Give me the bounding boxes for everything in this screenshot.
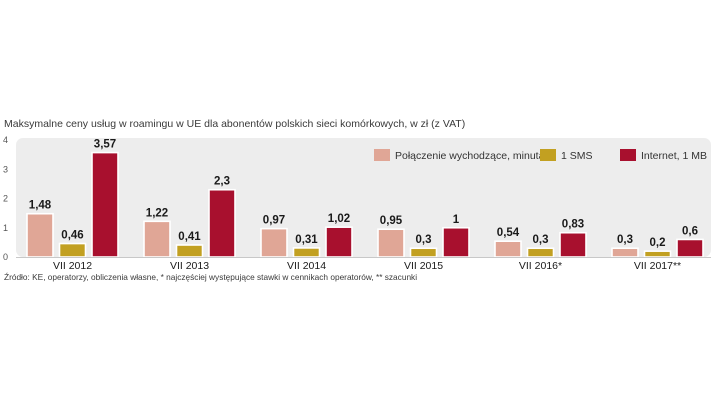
- legend-swatch-1: [374, 149, 390, 161]
- legend-label-2: 1 SMS: [561, 150, 593, 162]
- y-tick-label: 2: [3, 194, 8, 204]
- bar-value-label: 0,3: [416, 234, 432, 246]
- x-category-label: VII 2012: [53, 260, 92, 272]
- x-category-label: VII 2015: [404, 260, 443, 272]
- y-tick-label: 0: [3, 252, 8, 262]
- x-category-label: VII 2016*: [519, 260, 562, 272]
- bar-2: [409, 247, 438, 258]
- bar-3: [676, 238, 704, 258]
- bar-value-label: 1: [453, 214, 460, 226]
- bar-value-label: 0,54: [497, 227, 520, 239]
- bar-value-label: 0,2: [650, 237, 666, 249]
- bar-2: [526, 247, 555, 258]
- legend-label-3: Internet, 1 MB: [641, 150, 707, 162]
- bar-value-label: 1,48: [29, 200, 52, 212]
- bar-3: [442, 226, 470, 258]
- chart-title: Maksymalne ceny usług w roamingu w UE dl…: [4, 118, 466, 130]
- y-tick-label: 3: [3, 164, 8, 174]
- bar-value-label: 1,22: [146, 207, 168, 219]
- x-category-label: VII 2014: [287, 260, 326, 272]
- bar-value-label: 0,46: [61, 230, 83, 242]
- bar-value-label: 0,3: [617, 234, 633, 246]
- bar-1: [377, 228, 405, 258]
- bar-value-label: 0,41: [178, 231, 201, 243]
- legend-swatch-3: [620, 149, 636, 161]
- bar-1: [260, 227, 288, 258]
- bar-1: [26, 212, 54, 258]
- bar-2: [58, 242, 87, 258]
- bar-2: [643, 250, 672, 258]
- bar-3: [208, 188, 236, 258]
- bar-value-label: 0,95: [380, 215, 403, 227]
- bar-1: [143, 220, 171, 258]
- x-category-label: VII 2017**: [634, 260, 681, 272]
- bar-value-label: 0,31: [295, 234, 318, 246]
- bar-3: [91, 151, 119, 258]
- y-tick-label: 4: [3, 135, 8, 145]
- plot-background: [16, 138, 711, 257]
- y-tick-label: 1: [3, 223, 8, 233]
- bar-1: [611, 247, 639, 258]
- bar-value-label: 1,02: [328, 213, 350, 225]
- x-category-label: VII 2013: [170, 260, 209, 272]
- bar-3: [325, 226, 353, 258]
- bar-value-label: 0,83: [562, 219, 584, 231]
- bar-3: [559, 231, 587, 258]
- bar-value-label: 0,6: [682, 225, 698, 237]
- legend-label-1: Połączenie wychodzące, minuta: [395, 150, 545, 162]
- bar-value-label: 3,57: [94, 139, 116, 151]
- bar-value-label: 2,3: [214, 176, 230, 188]
- legend-swatch-2: [540, 149, 556, 161]
- bar-value-label: 0,97: [263, 215, 285, 227]
- bar-2: [292, 247, 321, 258]
- chart-source-note: Źródło: KE, operatorzy, obliczenia własn…: [4, 272, 418, 282]
- bar-2: [175, 244, 204, 258]
- bar-1: [494, 240, 522, 258]
- bar-value-label: 0,3: [533, 234, 549, 246]
